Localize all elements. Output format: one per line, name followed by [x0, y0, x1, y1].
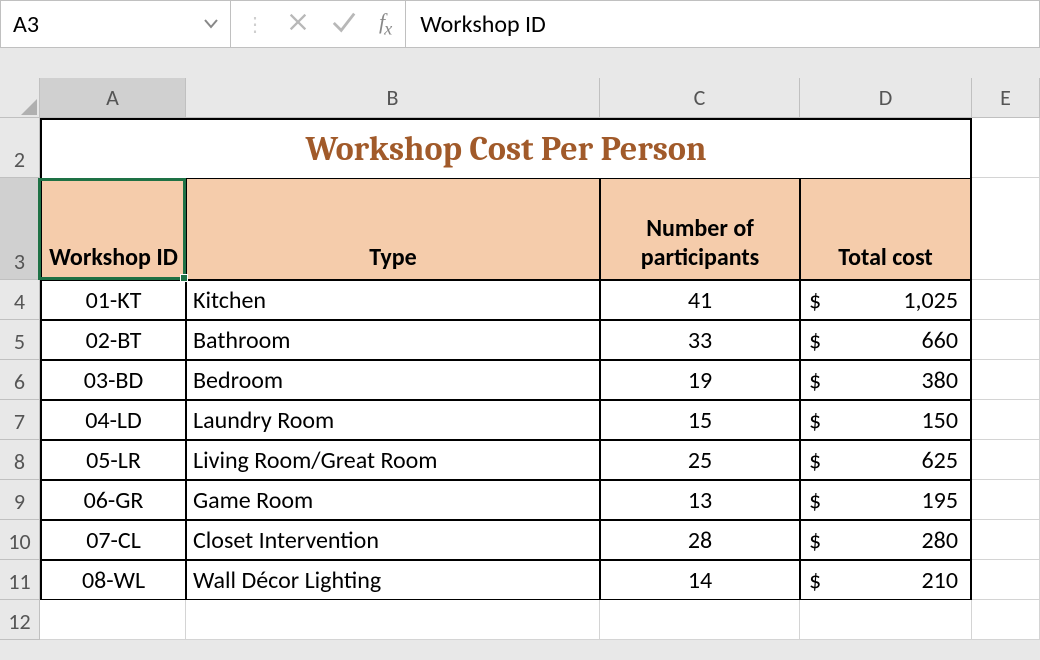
cell-d12[interactable] — [800, 600, 972, 640]
row-header-10[interactable]: 10 — [0, 520, 40, 560]
cancel-formula-icon[interactable] — [287, 11, 309, 38]
cell-e9[interactable] — [972, 480, 1040, 520]
cell-c4[interactable]: 41 — [600, 280, 800, 320]
cell-e7[interactable] — [972, 400, 1040, 440]
header-participants[interactable]: Number of participants — [600, 178, 800, 280]
cell-e10[interactable] — [972, 520, 1040, 560]
header-workshop-id[interactable]: Workshop ID — [40, 178, 186, 280]
row-header-6[interactable]: 6 — [0, 360, 40, 400]
select-all-corner[interactable] — [0, 78, 40, 118]
cell-e6[interactable] — [972, 360, 1040, 400]
formula-divider-icon: ⋮ — [245, 12, 265, 37]
cell-d6[interactable]: $380 — [800, 360, 972, 400]
cell-a4[interactable]: 01-KT — [40, 280, 186, 320]
cell-b9[interactable]: Game Room — [186, 480, 600, 520]
row-header-5[interactable]: 5 — [0, 320, 40, 360]
spreadsheet-grid: ABCDE 2 Workshop Cost Per Person 3 Works… — [0, 78, 1040, 640]
cell-c6[interactable]: 19 — [600, 360, 800, 400]
cell-c10[interactable]: 28 — [600, 520, 800, 560]
row-header-8[interactable]: 8 — [0, 440, 40, 480]
cell-a7[interactable]: 04-LD — [40, 400, 186, 440]
col-header-c[interactable]: C — [600, 78, 800, 118]
toolbar-gap — [0, 48, 1040, 78]
cell-d4[interactable]: $1,025 — [800, 280, 972, 320]
cell-b5[interactable]: Bathroom — [186, 320, 600, 360]
col-header-d[interactable]: D — [800, 78, 972, 118]
cell-c7[interactable]: 15 — [600, 400, 800, 440]
cell-b4[interactable]: Kitchen — [186, 280, 600, 320]
formula-tools: ⋮ fx — [231, 1, 405, 47]
cell-c12[interactable] — [600, 600, 800, 640]
cell-d9[interactable]: $195 — [800, 480, 972, 520]
cell-e8[interactable] — [972, 440, 1040, 480]
cell-d11[interactable]: $210 — [800, 560, 972, 600]
cell-b10[interactable]: Closet Intervention — [186, 520, 600, 560]
cell-d7[interactable]: $150 — [800, 400, 972, 440]
cell-a5[interactable]: 02-BT — [40, 320, 186, 360]
cell-d5[interactable]: $660 — [800, 320, 972, 360]
cell-d8[interactable]: $625 — [800, 440, 972, 480]
cell-c11[interactable]: 14 — [600, 560, 800, 600]
cell-b12[interactable] — [186, 600, 600, 640]
cell-b6[interactable]: Bedroom — [186, 360, 600, 400]
cell-e3[interactable] — [972, 178, 1040, 280]
row-header-11[interactable]: 11 — [0, 560, 40, 600]
cell-c5[interactable]: 33 — [600, 320, 800, 360]
row-header-3[interactable]: 3 — [0, 178, 40, 280]
fx-icon[interactable]: fx — [379, 9, 391, 39]
cell-c9[interactable]: 13 — [600, 480, 800, 520]
title-cell[interactable]: Workshop Cost Per Person — [40, 118, 972, 178]
row-header-4[interactable]: 4 — [0, 280, 40, 320]
header-total-cost[interactable]: Total cost — [800, 178, 972, 280]
cell-e5[interactable] — [972, 320, 1040, 360]
row-header-7[interactable]: 7 — [0, 400, 40, 440]
formula-input[interactable]: Workshop ID — [405, 1, 1039, 47]
cell-b7[interactable]: Laundry Room — [186, 400, 600, 440]
cell-e12[interactable] — [972, 600, 1040, 640]
col-header-e[interactable]: E — [972, 78, 1040, 118]
name-box[interactable]: A3 — [1, 1, 231, 47]
name-box-value: A3 — [13, 10, 39, 39]
row-header-12[interactable]: 12 — [0, 600, 40, 640]
name-box-dropdown-icon[interactable] — [204, 16, 218, 33]
cell-d10[interactable]: $280 — [800, 520, 972, 560]
cell-c8[interactable]: 25 — [600, 440, 800, 480]
cell-a11[interactable]: 08-WL — [40, 560, 186, 600]
formula-bar: A3 ⋮ fx Workshop ID — [0, 0, 1040, 48]
confirm-formula-icon[interactable] — [331, 9, 357, 40]
cell-e2[interactable] — [972, 118, 1040, 178]
cell-e11[interactable] — [972, 560, 1040, 600]
cell-a12[interactable] — [40, 600, 186, 640]
row-header-9[interactable]: 9 — [0, 480, 40, 520]
cell-b8[interactable]: Living Room/Great Room — [186, 440, 600, 480]
cell-a10[interactable]: 07-CL — [40, 520, 186, 560]
formula-input-value: Workshop ID — [420, 10, 546, 39]
cell-a9[interactable]: 06-GR — [40, 480, 186, 520]
cell-a6[interactable]: 03-BD — [40, 360, 186, 400]
row-header-2[interactable]: 2 — [0, 118, 40, 178]
col-header-b[interactable]: B — [186, 78, 600, 118]
col-header-a[interactable]: A — [40, 78, 186, 118]
cell-a8[interactable]: 05-LR — [40, 440, 186, 480]
cell-e4[interactable] — [972, 280, 1040, 320]
cell-b11[interactable]: Wall Décor Lighting — [186, 560, 600, 600]
header-type[interactable]: Type — [186, 178, 600, 280]
sheet-title: Workshop Cost Per Person — [306, 129, 707, 169]
